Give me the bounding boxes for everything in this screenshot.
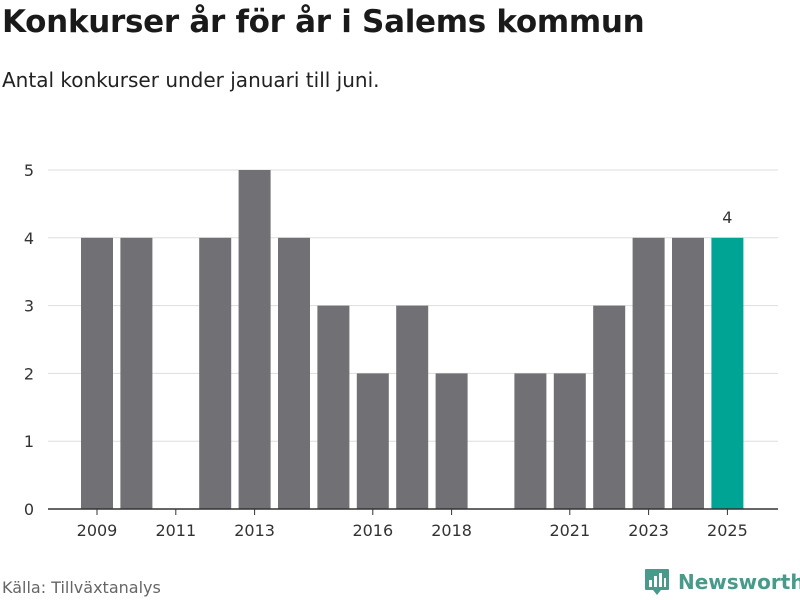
y-tick-label-5: 5 [24, 161, 34, 180]
bar-2022 [593, 305, 626, 509]
bar-2025 [711, 237, 744, 510]
bar-2010 [120, 237, 153, 510]
data-label-2025: 4 [722, 208, 732, 227]
bar-2014 [278, 237, 310, 510]
chart-title: Konkurser år för år i Salems kommun [2, 4, 645, 40]
y-tick-label-2: 2 [24, 364, 34, 383]
x-tick-label-2009: 2009 [77, 521, 118, 540]
bar-2015 [317, 305, 350, 509]
bar-2023 [632, 237, 665, 510]
brand-name: Newsworthy [678, 570, 800, 594]
x-tick-label-2011: 2011 [155, 521, 196, 540]
bar-2017 [396, 305, 429, 509]
brand-logo: Newsworthy [644, 568, 800, 596]
bar-2009 [81, 237, 113, 510]
bar-2016 [356, 373, 389, 509]
bar-2018 [435, 373, 468, 509]
bar-2021 [553, 373, 586, 509]
x-tick-label-2018: 2018 [431, 521, 472, 540]
x-tick-label-2013: 2013 [234, 521, 275, 540]
x-tick-label-2023: 2023 [628, 521, 669, 540]
y-tick-label-4: 4 [24, 229, 34, 248]
x-tick-label-2016: 2016 [352, 521, 393, 540]
y-tick-label-3: 3 [24, 297, 34, 316]
y-tick-label-1: 1 [24, 432, 34, 451]
bar-2020 [514, 373, 547, 509]
bar-2012 [199, 237, 232, 510]
newsworthy-logo-icon [645, 569, 669, 595]
bar-2013 [238, 170, 271, 509]
x-tick-label-2025: 2025 [707, 521, 748, 540]
y-tick-label-0: 0 [24, 500, 34, 519]
x-tick-label-2021: 2021 [549, 521, 590, 540]
bar-2024 [672, 237, 704, 510]
source-note: Källa: Tillväxtanalys [2, 578, 161, 597]
chart-subtitle: Antal konkurser under januari till juni. [2, 68, 380, 92]
